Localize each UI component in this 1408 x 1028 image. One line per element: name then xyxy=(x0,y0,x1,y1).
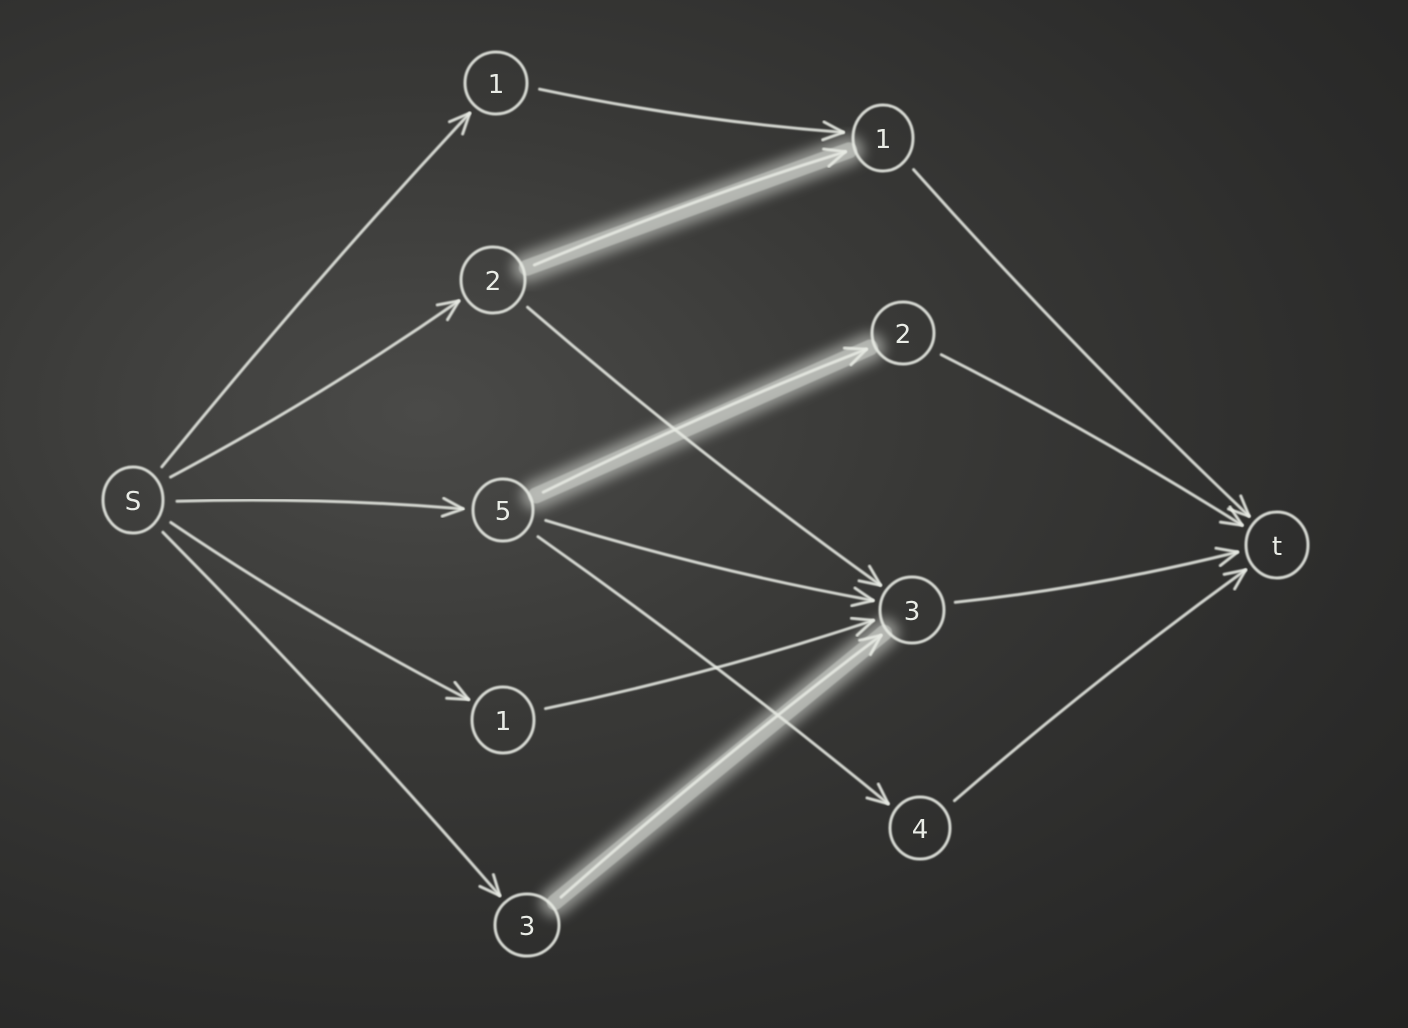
arrowhead-icon xyxy=(447,111,472,136)
node-circle xyxy=(878,575,946,645)
highlight-core-a5-b2 xyxy=(527,339,879,504)
arrowhead-icon xyxy=(821,120,845,142)
node-b4: 4 xyxy=(888,795,952,861)
arrowhead-icon xyxy=(1222,568,1248,591)
arrowhead-icon xyxy=(1214,546,1240,568)
edge-s-a2 xyxy=(169,299,461,479)
node-a1: 1 xyxy=(463,50,529,116)
node-circle xyxy=(470,685,536,755)
arrowhead-icon xyxy=(858,633,883,657)
node-circle xyxy=(493,892,561,958)
arrowhead-icon xyxy=(1226,494,1251,518)
node-circle xyxy=(471,477,535,543)
edge-s-a5 xyxy=(175,496,465,518)
edge-s-a1b xyxy=(169,520,471,702)
edge-a2-b1 xyxy=(532,147,847,267)
arrowhead-icon xyxy=(440,496,465,518)
node-a2: 2 xyxy=(459,245,527,315)
arrowhead-icon xyxy=(849,616,875,637)
edge-s-a3 xyxy=(161,530,502,898)
arrowhead-icon xyxy=(478,873,502,898)
arrowhead-icon xyxy=(435,299,461,322)
highlight-layer xyxy=(511,135,900,918)
node-b2: 2 xyxy=(870,300,936,366)
node-label: 1 xyxy=(495,707,512,737)
node-circle xyxy=(459,245,527,315)
node-t: t xyxy=(1244,510,1310,580)
edge-b3-t xyxy=(953,546,1240,604)
node-b1: 1 xyxy=(851,103,915,173)
edge-layer xyxy=(160,87,1251,899)
edge-s-a1 xyxy=(160,111,472,469)
node-a1b: 1 xyxy=(470,685,536,755)
arrowhead-icon xyxy=(445,680,471,702)
node-circle xyxy=(888,795,952,861)
node-circle xyxy=(870,300,936,366)
node-label: 2 xyxy=(895,320,912,350)
node-label: 1 xyxy=(488,70,505,100)
edge-b2-t xyxy=(939,353,1244,527)
edge-a2-b3 xyxy=(526,305,883,587)
node-a5: 5 xyxy=(471,477,535,543)
node-label: 3 xyxy=(519,912,536,942)
node-label: 2 xyxy=(485,267,502,297)
edge-b1-t xyxy=(912,168,1251,518)
arrowhead-icon xyxy=(857,564,883,587)
node-label: S xyxy=(125,487,142,517)
arrowhead-icon xyxy=(842,346,868,367)
edge-a5-b2 xyxy=(541,346,868,494)
node-a3: 3 xyxy=(493,892,561,958)
edge-a5-b3 xyxy=(544,518,875,608)
node-circle xyxy=(1244,510,1310,580)
node-circle xyxy=(851,103,915,173)
node-circle xyxy=(463,50,529,116)
arrowhead-icon xyxy=(1218,505,1244,527)
node-label: 3 xyxy=(904,597,921,627)
node-b3: 3 xyxy=(878,575,946,645)
node-s: S xyxy=(101,465,165,535)
highlight-core-a3-b3 xyxy=(546,624,893,911)
edge-a3-b3 xyxy=(559,633,883,899)
arrowhead-icon xyxy=(822,147,847,168)
node-label: 4 xyxy=(912,815,929,845)
edge-a1b-b3 xyxy=(543,616,875,711)
node-label: 5 xyxy=(495,497,512,527)
node-circle xyxy=(101,465,165,535)
edge-a1-b1 xyxy=(538,87,845,142)
highlight-core-a2-b1 xyxy=(518,142,858,276)
node-label: t xyxy=(1272,532,1282,562)
node-layer: S 1 2 5 1 3 1 2 3 4 t xyxy=(101,50,1310,958)
edge-b4-t xyxy=(952,568,1248,803)
arrowhead-icon xyxy=(865,782,890,806)
arrowhead-icon xyxy=(850,586,875,608)
node-label: 1 xyxy=(875,125,892,155)
